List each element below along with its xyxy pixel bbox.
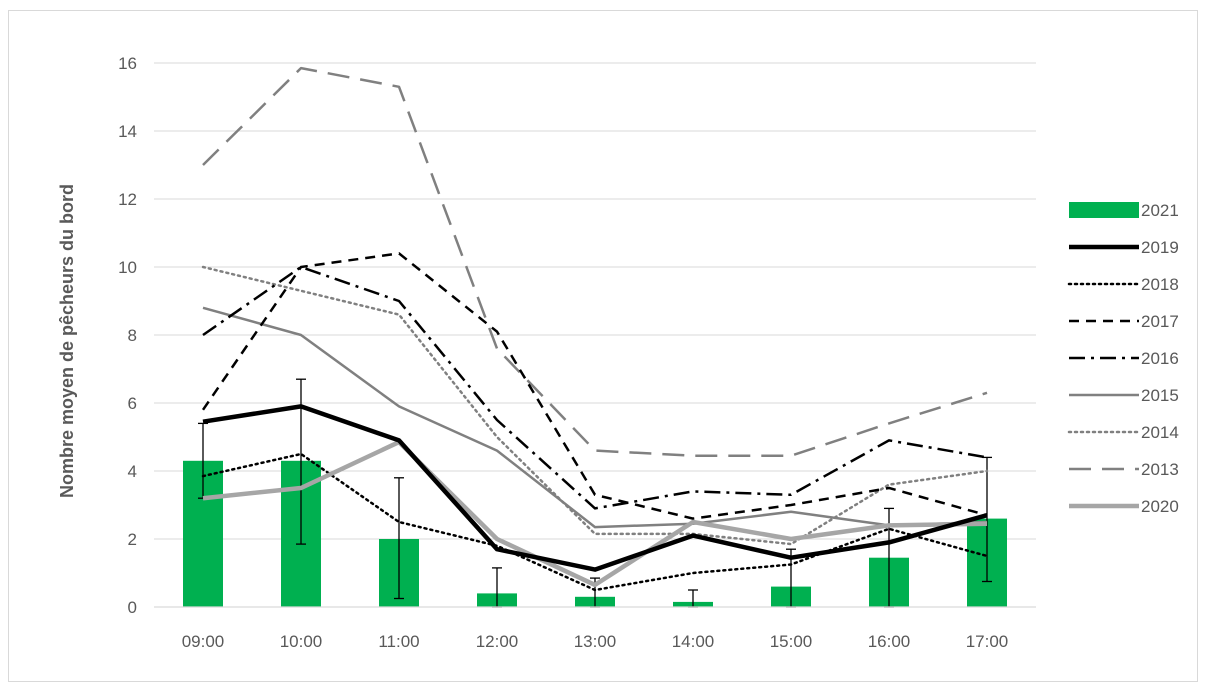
chart-frame: 0 2 4 6 8 10 12 14 16 09:00 10:00 11:00 12:00 13:00 1… (8, 10, 1198, 682)
x-tick-label: 10:00 (280, 632, 323, 651)
legend-label: 2016 (1141, 349, 1179, 368)
y-tick-label: 14 (118, 122, 137, 141)
series-line-2020 (202, 439, 988, 588)
error-bar (394, 477, 404, 600)
series-line-2015 (202, 306, 988, 529)
legend-item-2014: 2014 (1067, 423, 1179, 442)
series-line-2014 (201, 265, 989, 546)
legend-item-2013: 2013 (1069, 460, 1179, 479)
x-tick-label: 09:00 (182, 632, 225, 651)
y-tick-label: 2 (128, 530, 137, 549)
y-tick-label: 6 (128, 394, 137, 413)
legend-item-2021: 2021 (1069, 201, 1179, 220)
legend-label: 2013 (1141, 460, 1179, 479)
series-line-2013 (202, 66, 988, 457)
x-tick-label: 14:00 (672, 632, 715, 651)
x-tick-label: 11:00 (378, 632, 419, 651)
y-tick-label: 16 (118, 54, 137, 73)
legend-label: 2020 (1141, 497, 1179, 516)
y-tick-label: 10 (118, 258, 137, 277)
legend-item-2017: 2017 (1069, 312, 1179, 331)
x-tick-label: 15:00 (770, 632, 813, 651)
y-tick-label: 12 (118, 190, 137, 209)
legend-item-2015: 2015 (1069, 386, 1179, 405)
x-tick-labels: 09:00 10:00 11:00 12:00 13:00 14:00 15:00 16:00… (182, 632, 1009, 651)
x-tick-label: 12:00 (476, 632, 519, 651)
legend-item-2016: 2016 (1069, 349, 1179, 368)
legend-label: 2014 (1141, 423, 1179, 442)
line-series (201, 66, 989, 592)
series-line-2019 (202, 404, 988, 572)
legend-item-2020: 2020 (1069, 497, 1179, 516)
legend-label: 2015 (1141, 386, 1179, 405)
x-tick-label: 13:00 (574, 632, 617, 651)
x-tick-label: 17:00 (966, 632, 1009, 651)
y-tick-label: 0 (128, 598, 137, 617)
legend-label: 2019 (1141, 238, 1179, 257)
y-axis-label: Nombre moyen de pêcheurs du bord (57, 184, 77, 498)
series-line-2017 (201, 252, 988, 520)
legend-swatch (1069, 202, 1139, 218)
y-tick-label: 4 (128, 462, 137, 481)
series-line-2018 (201, 452, 989, 592)
legend-item-2018: 2018 (1067, 275, 1179, 294)
line-bar-chart: 0 2 4 6 8 10 12 14 16 09:00 10:00 11:00 12:00 13:00 1… (57, 54, 1179, 651)
legend: 2021 2019 2018 2017 2016 2015 2014 2013 2020 (1067, 201, 1179, 516)
series-line-2016 (202, 265, 988, 510)
legend-label: 2018 (1141, 275, 1179, 294)
y-tick-label: 8 (128, 326, 137, 345)
legend-item-2019: 2019 (1069, 238, 1179, 257)
x-tick-label: 16:00 (868, 632, 911, 651)
y-tick-labels: 0 2 4 6 8 10 12 14 16 (118, 54, 137, 617)
legend-label: 2017 (1141, 312, 1179, 331)
legend-label: 2021 (1141, 201, 1179, 220)
